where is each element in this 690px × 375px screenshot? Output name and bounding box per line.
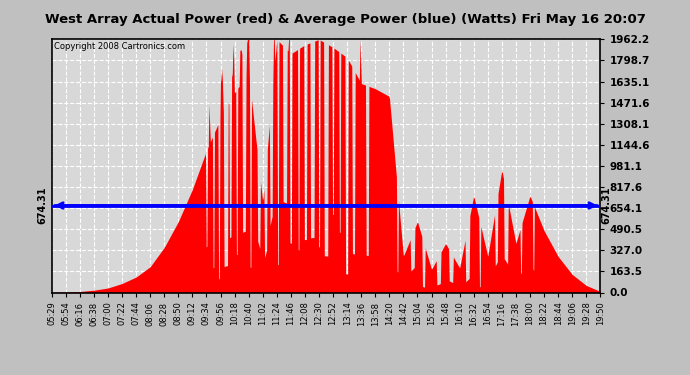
Text: West Array Actual Power (red) & Average Power (blue) (Watts) Fri May 16 20:07: West Array Actual Power (red) & Average … [45, 13, 645, 26]
Text: 674.31: 674.31 [37, 187, 48, 224]
Text: Copyright 2008 Cartronics.com: Copyright 2008 Cartronics.com [55, 42, 186, 51]
Text: 674.31: 674.31 [602, 187, 611, 224]
